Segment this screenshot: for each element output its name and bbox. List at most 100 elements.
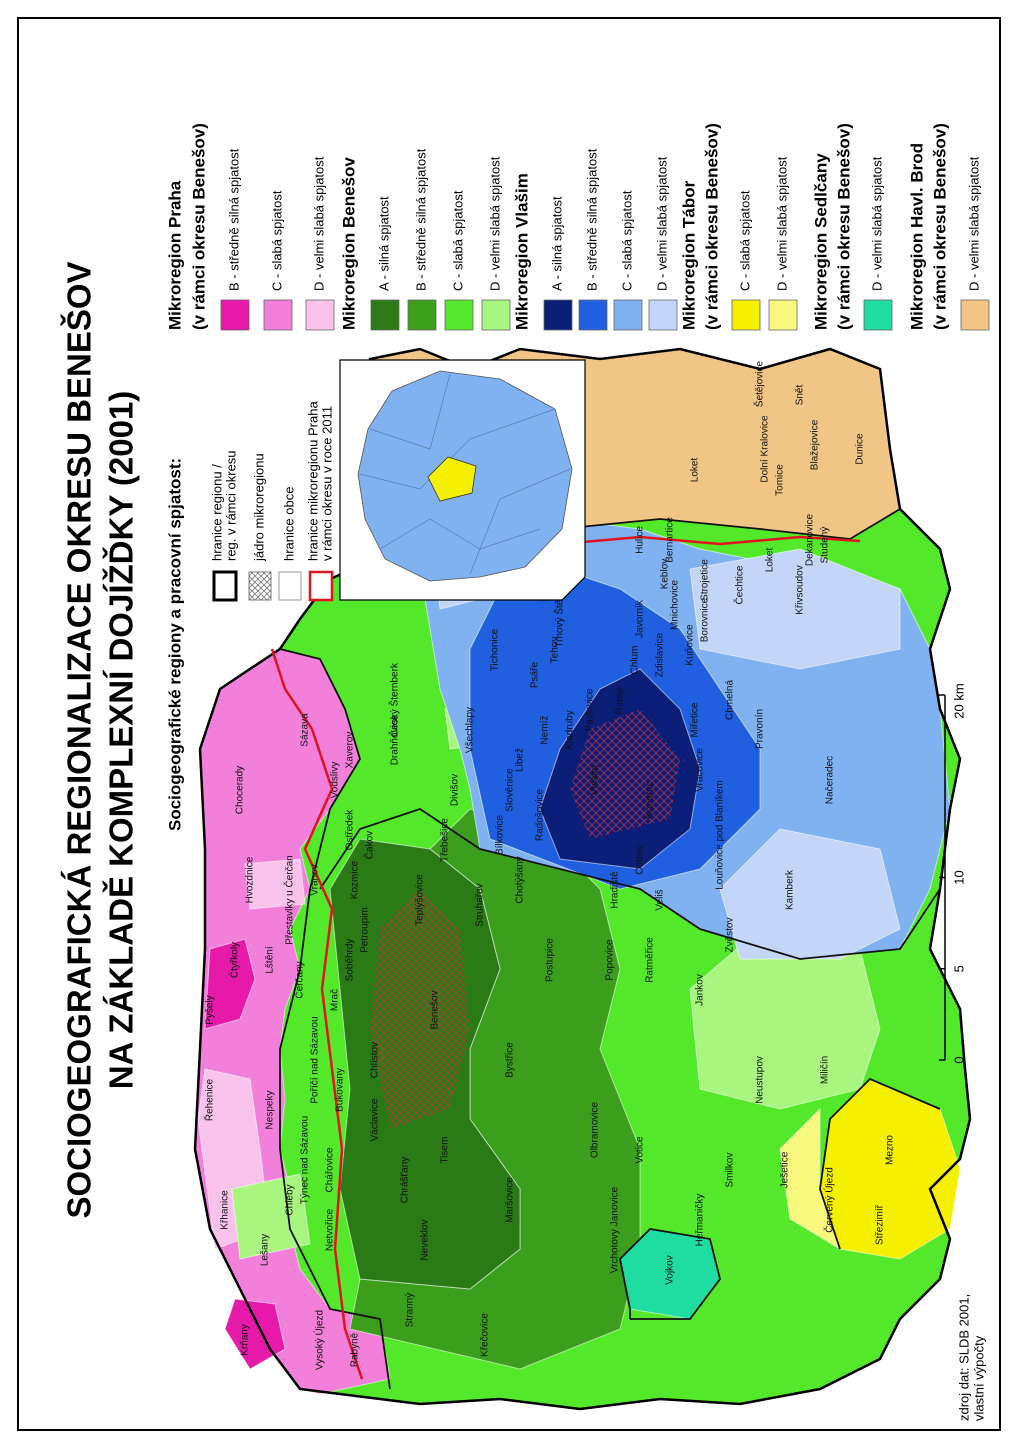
municipality-label: Javorník [635,599,646,638]
municipality-label: Chocerady [235,766,246,814]
municipality-label: Mnichovice [670,580,681,630]
municipality-label: Tichonice [490,628,501,671]
municipality-label: Petroupim [360,907,371,953]
municipality-label: Miličín [820,1056,831,1084]
legend-label: A - silná spjatost [376,196,391,291]
legend-section-title: Mikroregion Vlašim [512,173,531,330]
municipality-label: Hradiště [610,871,621,909]
legend-symbol [278,571,302,601]
legend-swatch [543,299,573,331]
municipality-label: Čechtice [733,565,746,604]
legend-swatch [768,299,798,331]
praha-2011-boundary [270,648,364,1380]
scale-bar-label: 10 [951,870,966,884]
municipality-label: Ratměřice [645,937,656,983]
municipality-label: Týnec nad Sázavou [300,1116,311,1204]
municipality-label: Načeradec [825,756,836,804]
municipality-label: Poříčí nad Sázavou [310,1016,321,1103]
legend-swatch [648,299,678,331]
legend-swatch [263,299,293,331]
municipality-label: Veliš [655,889,666,910]
legend-label: D - velmi slabá spjatost [966,156,981,291]
title-line: NA ZÁKLADĚ KOMPLEXNÍ DOJÍŽĎKY (2001) [103,391,140,1090]
municipality-label: Chleby [285,1184,296,1215]
municipality-label: Řehenice [203,1078,216,1121]
legend-section-title: Mikroregion Sedlčany [811,153,830,330]
municipality-label: Bílkovice [495,815,506,855]
region-area [204,938,256,1030]
municipality-label: Radošovice [535,788,546,841]
region-area [224,1298,286,1370]
municipality-label: Netvořice [325,1208,336,1251]
municipality-label: Kladruby [565,710,576,749]
legend-swatch [960,299,990,331]
municipality-label: Smilkov [725,1152,736,1187]
inset-border [469,468,571,575]
municipality-label: Keblov [660,559,671,590]
municipality-label: Xaverov [345,732,356,769]
legend-swatch [444,299,474,331]
legend-swatch [578,299,608,331]
rotated-sheet: SOCIOGEOGRAFICKÁ REGIONALIZACE OKRESU BE… [17,17,1001,1431]
legend-label: reg. v rámci okresu [223,450,238,561]
municipality-label: Borovnice [700,597,711,642]
legend-label: C - slabá spjatost [619,190,634,291]
region-area [231,1173,311,1260]
legend-label: B - středně silná spjatost [584,148,599,291]
municipality-label: Červený Újezd [823,1167,836,1233]
municipality-label: Kozmice [350,860,361,899]
municipality-label: Strojetice [700,559,711,601]
municipality-label: Nemíž [540,716,551,745]
municipality-label: Chmelná [725,680,736,720]
legend-label: D - velmi slabá spjatost [654,156,669,291]
legend-label: D - velmi slabá spjatost [774,156,789,291]
legend-label: jádro mikroregionu [251,453,266,562]
region-border [319,808,941,960]
municipality-label: Krňany [240,1324,251,1356]
legend-label: B - středně silná spjatost [413,148,428,291]
municipality-label: Sázava [300,713,311,747]
municipality-label: Popovice [605,939,616,981]
municipality-label: Tomice [775,464,786,496]
municipality-label: Neveklov [420,1219,431,1260]
municipality-label: Přestavlky u Čerčan [283,855,296,944]
scale-bar-label: 0 [951,1056,966,1063]
inset-highlight [427,456,477,502]
municipality-label: Votice [635,1136,646,1164]
legend-section-title: Mikroregion Tábor [679,180,698,330]
region-area [719,828,901,960]
municipality-label: Blažejovice [810,419,821,470]
municipality-label: Snět [795,384,806,405]
legend-label: D - velmi slabá spjatost [869,156,884,291]
legend-symbol [308,570,334,602]
legend-label: A - silná spjatost [549,196,564,291]
municipality-label: Rataje [615,685,626,714]
municipality-label: Mezno [885,1135,896,1165]
municipality-label: Kondrac [645,781,656,818]
municipality-label: Struhařov [475,883,486,926]
legend-label: v rámci okresu v roce 2011 [319,406,334,561]
municipality-label: Václavice [370,1098,381,1141]
legend-label: D - velmi slabá spjatost [487,156,502,291]
municipality-label: Pyšely [205,995,216,1024]
municipality-label: Heřmaničky [695,1194,706,1247]
municipality-label: Teplýšovice [415,874,426,926]
municipality-label: Chotýšany [515,856,526,903]
legend-label: C - slabá spjatost [737,190,752,291]
municipality-label: Ostrov [635,845,646,874]
municipality-label: Zdislavice [655,632,666,677]
legend-swatch [731,299,761,331]
legend-swatch [407,299,437,331]
legend-symbol [212,570,238,602]
municipality-label: Křivsoudov [795,565,806,614]
inset-border [379,518,541,550]
legend-swatch [305,299,335,331]
municipality-label: Chrášťany [400,1157,411,1204]
legend-label: hranice regionu / [209,464,224,561]
municipality-label: Divišov [450,774,461,806]
scale-bar-label: 5 [951,965,966,972]
municipality-label: Vlašim [590,765,601,795]
region-border [819,1077,941,1250]
